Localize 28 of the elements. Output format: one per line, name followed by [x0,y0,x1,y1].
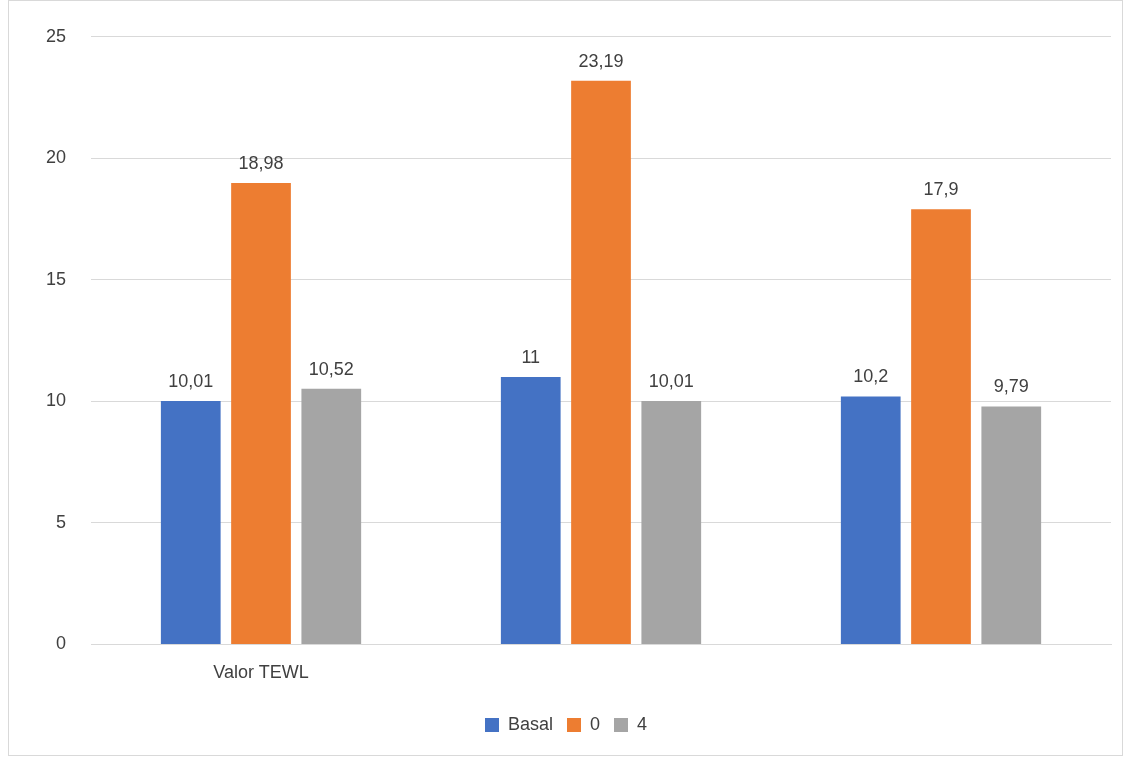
y-tick-label: 0 [56,633,67,654]
bar [500,377,561,644]
bar [231,183,291,644]
data-label: 23,19 [578,50,624,71]
legend-label: Basal [507,713,554,734]
data-label: 11 [521,347,541,368]
bar [981,406,1042,644]
data-label: 10,52 [308,358,354,379]
bar [301,388,362,644]
y-tick-label: 20 [45,147,67,168]
data-label: 17,9 [923,179,959,200]
bar [641,401,702,644]
x-tick-label: Valor TEWL [213,662,309,683]
bar [840,396,901,644]
y-tick-label: 10 [45,390,67,411]
y-tick-label: 25 [45,25,67,46]
bar [160,401,221,644]
y-tick-label: 5 [56,511,67,532]
data-label: 10,01 [648,371,694,392]
y-tick-label: 15 [45,268,67,289]
data-label: 10,01 [168,371,214,392]
bar [911,209,971,644]
legend-label: 4 [637,713,648,734]
bar [571,80,631,644]
legend-label: 0 [590,713,601,734]
data-label: 10,2 [853,366,889,387]
data-label: 9,79 [993,376,1029,397]
data-label: 18,98 [238,153,284,174]
